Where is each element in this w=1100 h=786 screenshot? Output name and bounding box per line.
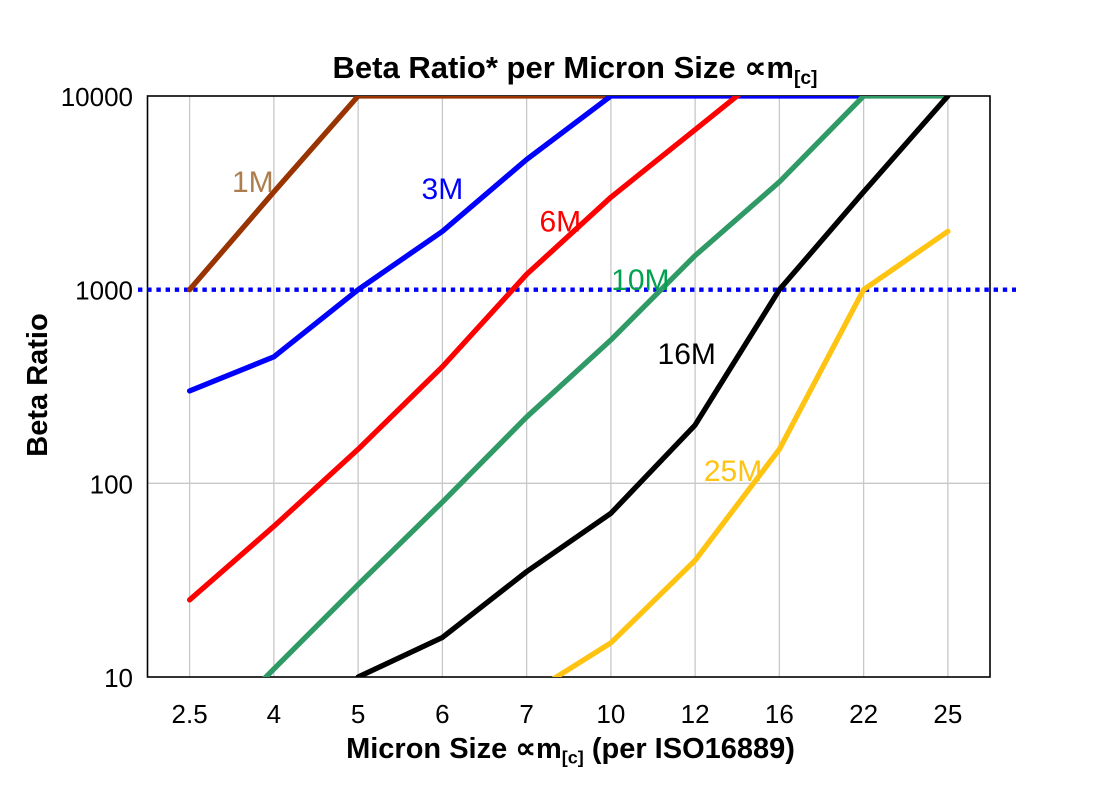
y-tick-label: 10000 xyxy=(61,82,133,112)
x-axis-title-suffix: (per ISO16889) xyxy=(583,733,795,765)
series-line-1M xyxy=(186,96,614,293)
series-label-10M: 10M xyxy=(611,264,669,297)
x-tick-label: 6 xyxy=(435,699,449,729)
series-line-3M xyxy=(186,96,867,394)
x-axis-title-subscript: [c] xyxy=(561,747,584,768)
chart-title-text: Beta Ratio* per Micron Size xyxy=(332,50,745,85)
x-tick-label: 5 xyxy=(351,699,365,729)
series-line-6M xyxy=(186,96,742,603)
x-tick-label: 2.5 xyxy=(172,699,208,729)
chart-title-symbol: ∝m xyxy=(744,50,794,85)
series-line-16M xyxy=(355,96,951,677)
series-label-1M: 1M xyxy=(232,166,274,199)
x-tick-label: 16 xyxy=(765,699,794,729)
series-line-25M xyxy=(551,228,951,677)
x-tick-label: 12 xyxy=(681,699,710,729)
x-tick-label: 10 xyxy=(596,699,625,729)
x-tick-label: 22 xyxy=(849,699,878,729)
series-line-10M xyxy=(262,96,951,677)
y-tick-label: 100 xyxy=(90,469,133,499)
y-tick-label: 1000 xyxy=(75,276,133,306)
series-label-16M: 16M xyxy=(658,338,716,371)
x-tick-label: 7 xyxy=(519,699,533,729)
x-axis-title-text: Micron Size xyxy=(346,733,516,765)
x-tick-label: 25 xyxy=(933,699,962,729)
chart-title: Beta Ratio* per Micron Size ∝m[c] xyxy=(150,50,1000,90)
series-label-3M: 3M xyxy=(422,173,464,206)
x-axis-title-symbol: ∝m xyxy=(515,733,562,765)
x-tick-label: 4 xyxy=(267,699,281,729)
series-label-6M: 6M xyxy=(539,205,581,238)
x-axis-title: Micron Size ∝m[c] (per ISO16889) xyxy=(148,731,993,768)
chart-title-subscript: [c] xyxy=(793,67,818,89)
series-label-25M: 25M xyxy=(704,455,762,488)
y-tick-label: 10 xyxy=(104,663,133,693)
